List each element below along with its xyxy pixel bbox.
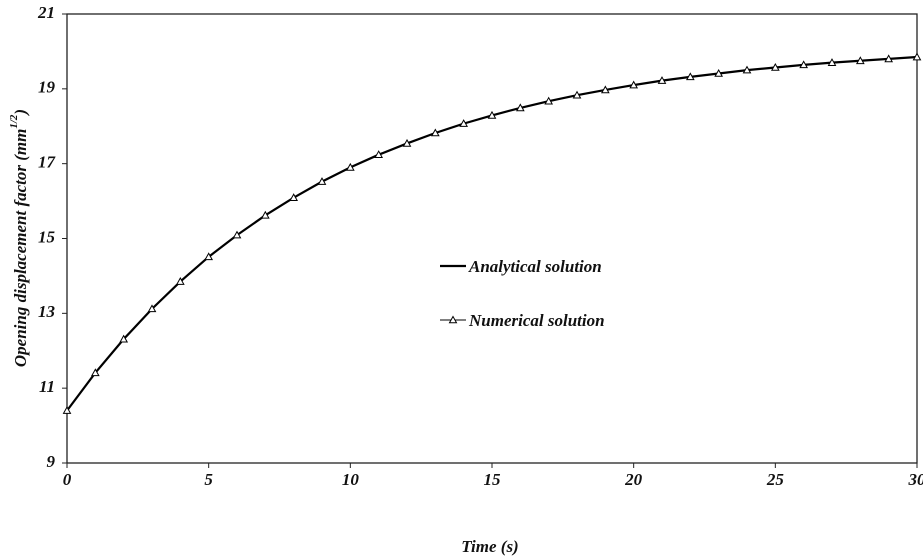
marker: [260, 210, 270, 219]
marker: [714, 68, 724, 77]
marker: [430, 128, 440, 137]
marker: [487, 110, 497, 119]
marker: [345, 162, 355, 171]
y-tick-label: 19: [38, 78, 56, 97]
y-tick-label: 21: [37, 3, 55, 22]
y-tick-label: 17: [38, 153, 57, 172]
y-tick-label: 15: [38, 227, 56, 246]
legend-label: Numerical solution: [468, 311, 605, 330]
marker: [90, 368, 100, 377]
y-tick-label: 11: [39, 377, 55, 396]
x-tick-label: 20: [624, 470, 643, 489]
marker: [912, 52, 922, 61]
marker: [204, 252, 214, 261]
marker: [147, 304, 157, 313]
marker: [175, 276, 185, 285]
marker: [799, 60, 809, 69]
marker: [119, 334, 129, 343]
marker: [515, 103, 525, 112]
marker: [317, 177, 327, 185]
x-tick-label: 10: [342, 470, 360, 489]
marker: [544, 96, 554, 105]
legend-marker: [448, 315, 458, 324]
y-axis-label-exponent: 1/2: [8, 114, 20, 129]
x-tick-label: 25: [766, 470, 785, 489]
legend-label: Analytical solution: [468, 257, 602, 276]
series-line: [66, 55, 918, 412]
y-tick-label: 13: [38, 302, 56, 321]
x-tick-label: 5: [204, 470, 213, 489]
y-tick-label: 9: [47, 452, 56, 471]
x-tick-label: 0: [63, 470, 72, 489]
marker: [884, 54, 894, 63]
y-axis-label-main: Opening displacement factor (mm: [11, 129, 30, 367]
plot-frame: [66, 13, 918, 464]
marker: [770, 62, 780, 71]
marker: [827, 58, 837, 66]
marker: [459, 119, 469, 127]
marker: [62, 406, 72, 414]
marker: [374, 150, 384, 158]
x-axis-label: Time (s): [461, 537, 518, 556]
marker: [855, 56, 865, 65]
marker: [600, 85, 610, 94]
marker: [232, 230, 242, 239]
x-tick-label: 15: [484, 470, 502, 489]
y-axis-label: Opening displacement factor (mm1/2): [8, 109, 30, 367]
series-line: [66, 56, 918, 411]
marker: [402, 138, 412, 147]
marker: [685, 72, 695, 81]
marker: [629, 80, 639, 89]
marker: [289, 193, 299, 202]
marker: [742, 65, 752, 74]
marker: [657, 76, 667, 84]
y-axis-label-close: ): [11, 109, 30, 117]
x-tick-label: 30: [908, 470, 923, 489]
marker: [572, 90, 582, 99]
